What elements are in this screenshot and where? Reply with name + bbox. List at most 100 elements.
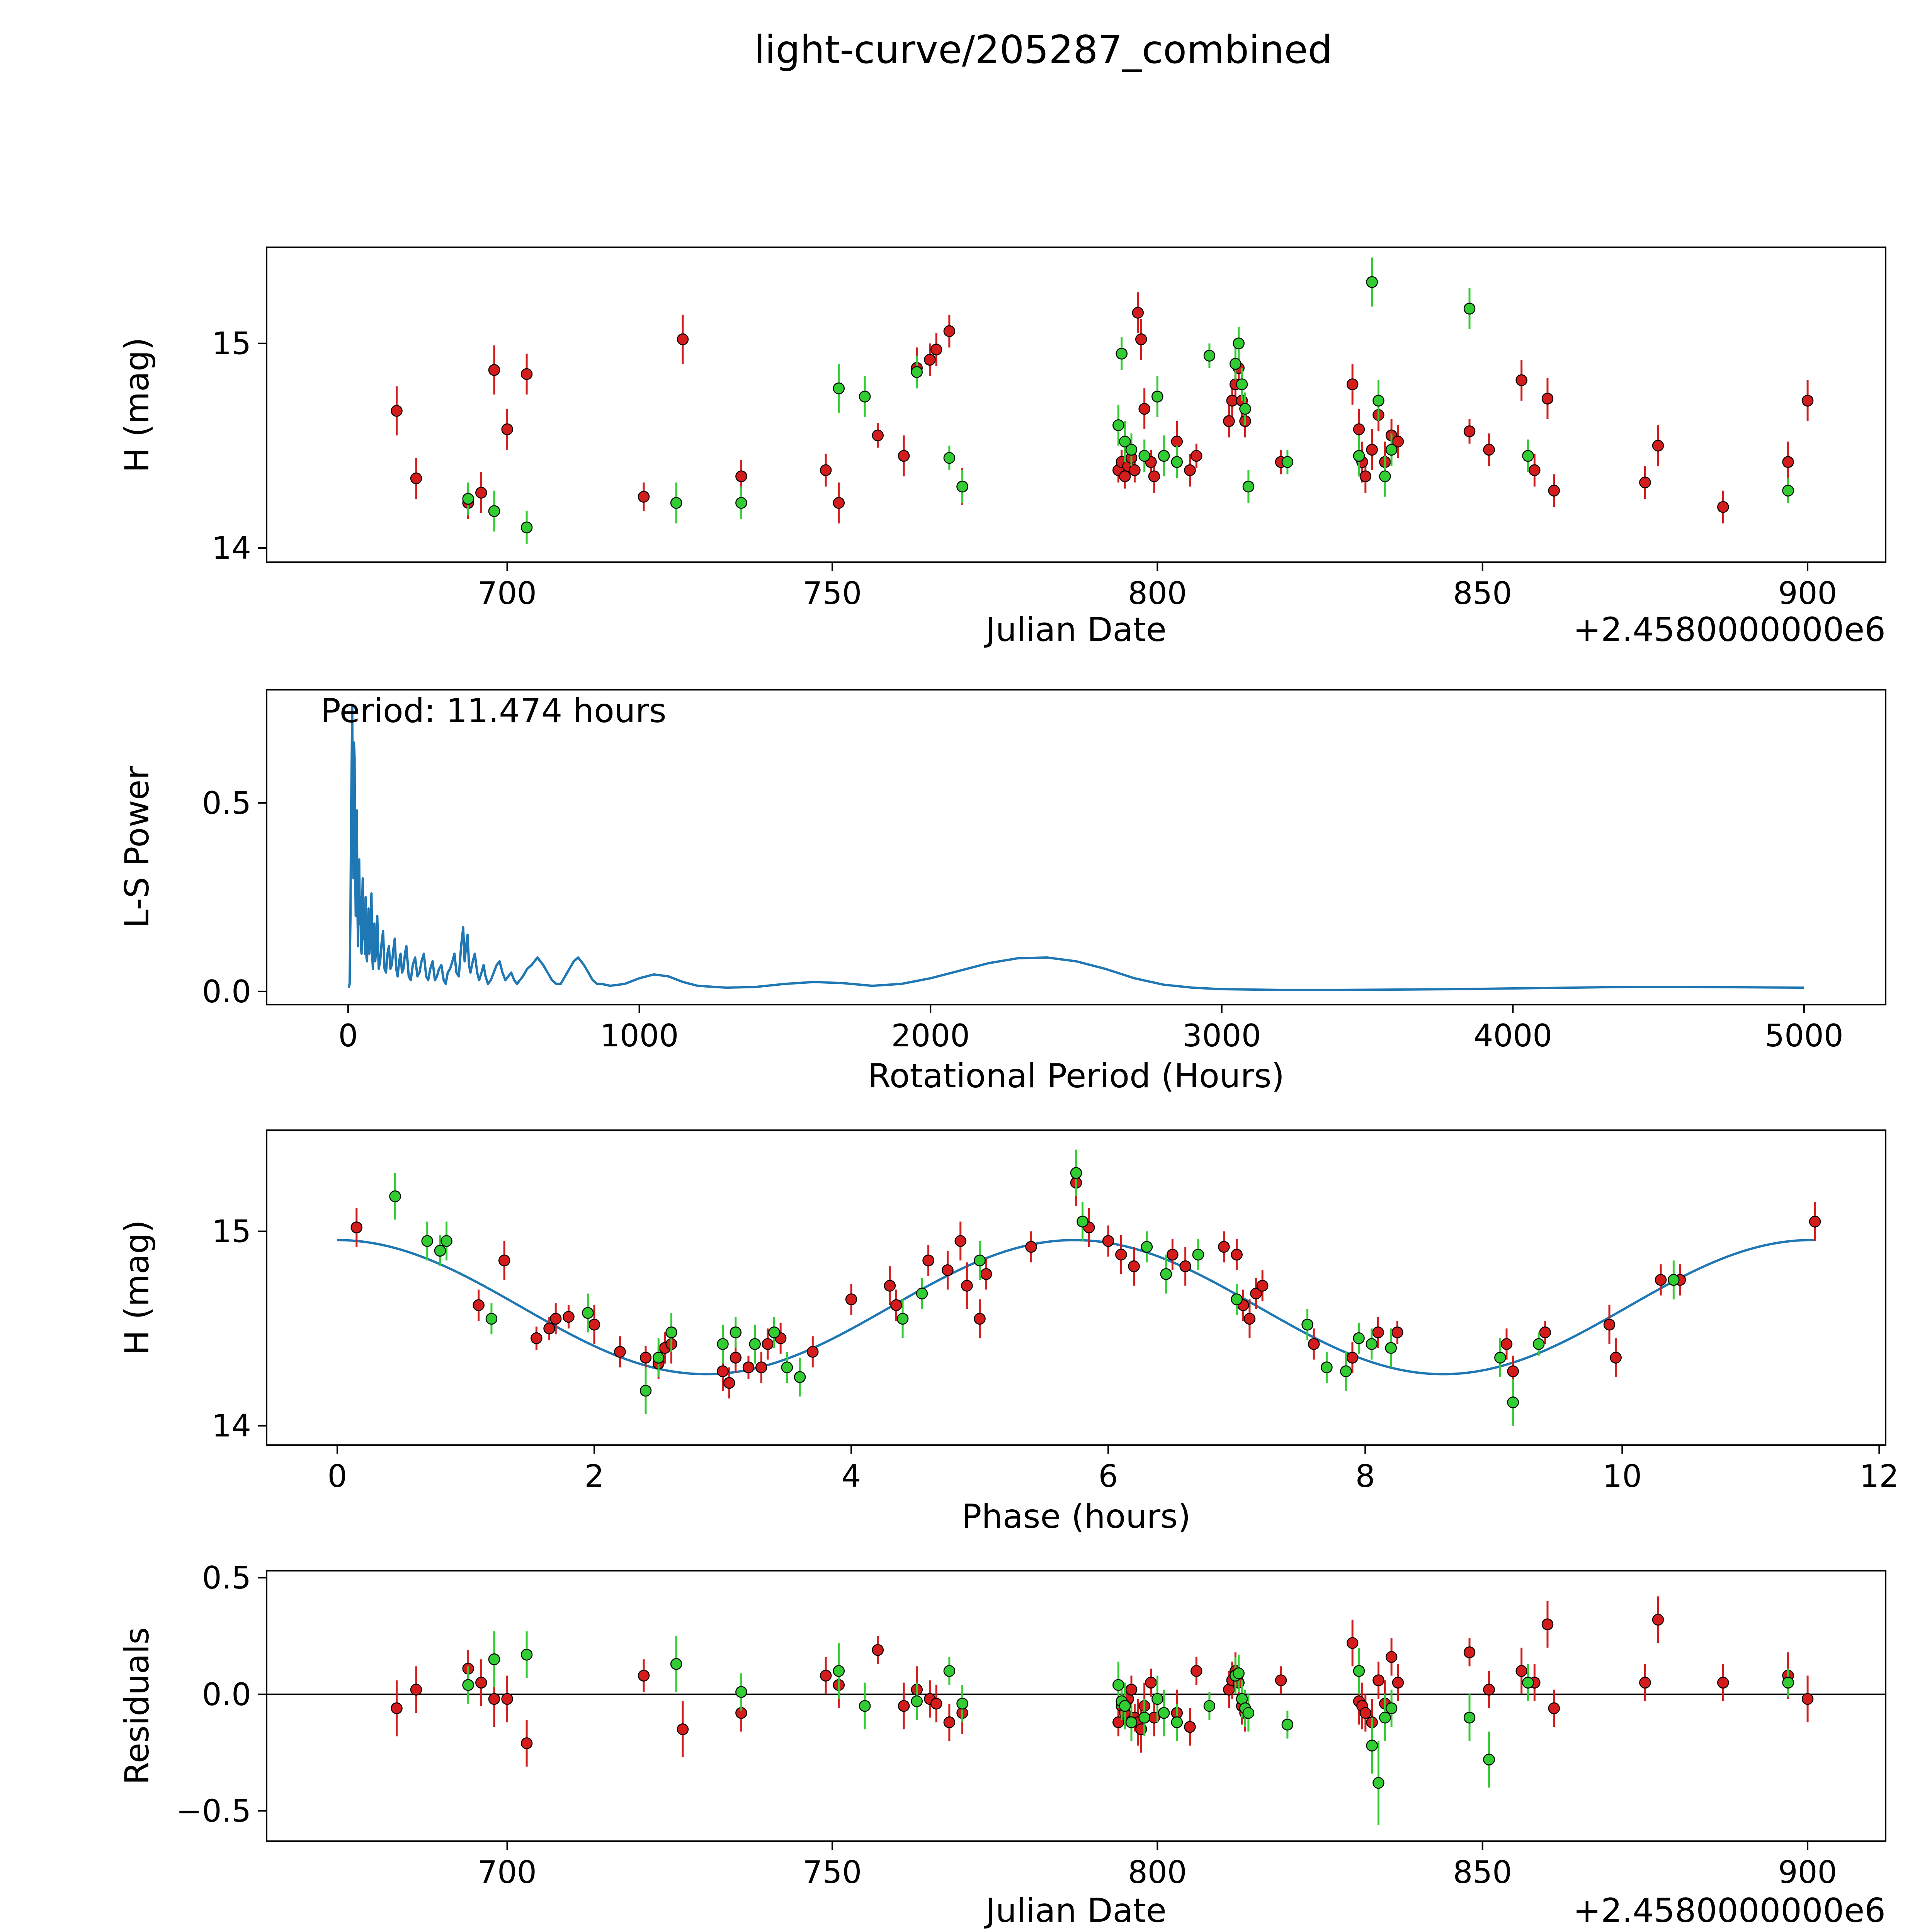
axes-frame — [266, 689, 1886, 1005]
data-point — [1281, 1719, 1294, 1731]
axes-panel-4: 700 750 800 850 900 −0.5 0.0 0.5 — [176, 1560, 1886, 1890]
x-tick-label: 0 — [327, 1458, 347, 1494]
periodogram-line — [347, 704, 1804, 991]
axes-frame — [266, 1129, 1886, 1446]
data-point — [717, 1338, 729, 1350]
data-point — [872, 429, 884, 442]
period-annotation: Period: 11.474 hours — [321, 692, 667, 730]
data-point — [735, 497, 747, 509]
data-point — [916, 1287, 928, 1299]
data-point — [896, 1313, 909, 1325]
data-point — [1158, 1707, 1170, 1719]
data-point — [1151, 1693, 1163, 1705]
data-point — [1353, 450, 1365, 462]
data-point — [1483, 1684, 1495, 1696]
axis1-offset-text: +2.4580000000e6 — [1573, 611, 1886, 649]
data-point — [1077, 1216, 1088, 1228]
data-point — [1226, 395, 1238, 407]
data-point — [1668, 1274, 1680, 1286]
data-point — [563, 1311, 575, 1323]
data-point — [1129, 464, 1141, 476]
x-tick-label: 4000 — [1474, 1018, 1553, 1054]
data-point — [1359, 470, 1372, 482]
data-point — [1366, 444, 1378, 456]
data-point — [1515, 374, 1527, 386]
data-point — [911, 366, 923, 378]
data-point — [670, 1658, 682, 1670]
data-point — [1119, 470, 1131, 482]
x-tick-label: 8 — [1355, 1458, 1375, 1494]
data-point — [1171, 456, 1183, 468]
data-point — [1119, 435, 1131, 448]
axes-frame — [266, 247, 1886, 563]
series-resid-red — [391, 1596, 1814, 1767]
x-tick-label: 850 — [1453, 575, 1512, 611]
data-point — [974, 1254, 986, 1267]
data-point — [1463, 425, 1476, 437]
data-point — [1281, 456, 1294, 468]
data-point — [943, 1716, 956, 1728]
data-point — [820, 464, 832, 476]
data-point — [498, 1254, 510, 1267]
data-point — [1782, 1677, 1794, 1689]
x-tick-label: 700 — [478, 1854, 537, 1890]
data-point — [1242, 1707, 1255, 1719]
data-point — [485, 1313, 498, 1325]
data-point — [943, 1665, 956, 1677]
data-point — [677, 333, 689, 345]
y-tick-label: 0.5 — [202, 1560, 251, 1596]
data-point — [501, 1693, 513, 1705]
data-point — [1239, 403, 1251, 415]
data-point — [1242, 480, 1255, 493]
data-point — [930, 344, 942, 355]
data-point — [942, 1264, 954, 1276]
axis2-xlabel: Rotational Period (Hours) — [867, 1057, 1285, 1095]
data-point — [1541, 1618, 1554, 1631]
data-point — [1529, 464, 1541, 476]
data-point — [462, 1679, 474, 1691]
data-point — [501, 423, 513, 435]
series-obs-red — [391, 292, 1814, 524]
data-point — [652, 1352, 665, 1364]
data-point — [1340, 1365, 1352, 1378]
data-point — [762, 1338, 774, 1350]
data-point — [1070, 1167, 1082, 1179]
data-point — [475, 1677, 487, 1689]
x-tick-label: 2000 — [891, 1018, 970, 1054]
data-point — [1112, 419, 1124, 431]
data-point — [1321, 1361, 1333, 1374]
data-point — [1372, 1326, 1384, 1338]
data-point — [410, 472, 422, 485]
data-point — [980, 1268, 992, 1280]
data-point — [1385, 1342, 1397, 1354]
data-point — [735, 470, 747, 482]
data-point — [639, 1384, 652, 1397]
data-point — [1125, 1716, 1138, 1728]
axes-panel-1: 700 750 800 850 900 14 15 — [212, 247, 1886, 611]
series-phase-green — [389, 1150, 1680, 1426]
axis2-ylabel: L-S Power — [118, 766, 156, 928]
data-point — [749, 1338, 761, 1350]
data-point — [1184, 1721, 1196, 1733]
x-tick-label: 2 — [585, 1458, 604, 1494]
data-point — [543, 1322, 555, 1335]
data-point — [1160, 1268, 1172, 1280]
data-point — [1359, 1707, 1372, 1719]
data-point — [723, 1377, 735, 1389]
data-point — [1655, 1274, 1667, 1286]
axes-panel-3: 0 2 4 6 8 10 12 14 15 — [212, 1129, 1899, 1494]
data-point — [974, 1313, 986, 1325]
data-point — [1500, 1338, 1513, 1350]
x-tick-label: 900 — [1778, 1854, 1837, 1890]
y-tick-label: 0.5 — [202, 785, 251, 821]
data-point — [462, 493, 474, 505]
data-point — [475, 486, 487, 499]
y-tick-label: −0.5 — [176, 1793, 251, 1829]
data-point — [1236, 378, 1248, 390]
series-resid-green — [462, 1631, 1794, 1825]
x-tick-label: 0 — [338, 1018, 358, 1054]
data-point — [531, 1332, 543, 1344]
data-point — [930, 1697, 942, 1710]
